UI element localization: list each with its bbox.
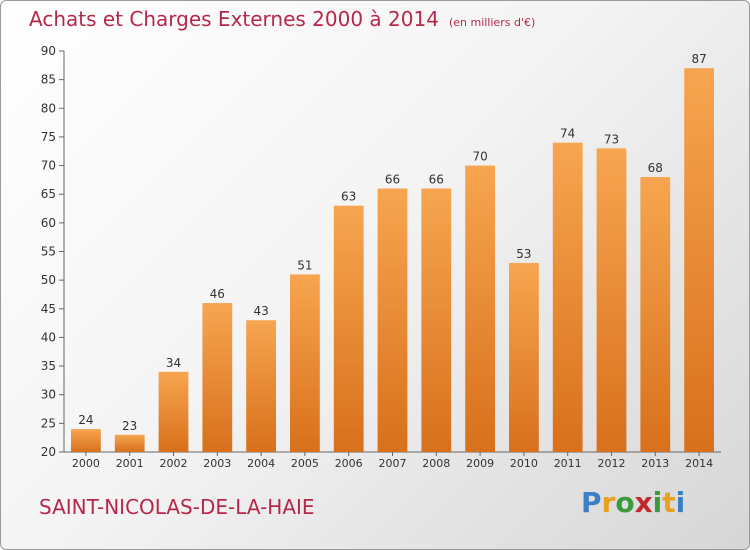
y-tick-label: 20 xyxy=(41,445,56,459)
x-tick-label-2012: 2012 xyxy=(598,457,626,470)
x-tick-label-2007: 2007 xyxy=(379,457,407,470)
bar-2010 xyxy=(509,262,539,452)
x-axis: 2000 2001 2002 2003 2004 2005 2006 2007 2008 2009… xyxy=(64,451,721,470)
x-tick-label-2013: 2013 xyxy=(641,457,669,470)
bar-2002 xyxy=(158,371,189,452)
x-tick-label-2000: 2000 xyxy=(72,457,100,470)
y-tick-label: 70 xyxy=(41,159,56,173)
value-label-2002: 34 xyxy=(166,356,181,370)
x-tick-label-2014: 2014 xyxy=(685,457,713,470)
bar-2001 xyxy=(114,434,145,452)
bar-2014 xyxy=(684,68,714,452)
proxiti-letter: x xyxy=(634,486,653,519)
bar-2007 xyxy=(377,188,408,452)
value-label-2012: 73 xyxy=(604,132,619,146)
value-label-2014: 87 xyxy=(691,52,706,66)
y-tick-label: 85 xyxy=(41,73,56,87)
bar-2009 xyxy=(465,165,495,453)
value-label-2001: 23 xyxy=(122,419,137,433)
y-tick-label: 35 xyxy=(41,359,56,373)
value-label-2003: 46 xyxy=(210,287,225,301)
proxiti-letter: o xyxy=(615,486,635,519)
x-tick-label-2006: 2006 xyxy=(335,457,363,470)
chart-title-text: Achats et Charges Externes 2000 à 2014 xyxy=(29,7,439,31)
y-tick-label: 25 xyxy=(41,416,56,430)
y-tick-label: 50 xyxy=(41,273,56,287)
y-tick-label: 75 xyxy=(41,130,56,144)
x-tick-label-2011: 2011 xyxy=(554,457,582,470)
bar-2003 xyxy=(202,303,233,452)
bar-2006 xyxy=(333,205,364,452)
x-tick-label-2003: 2003 xyxy=(203,457,231,470)
y-tick-label: 90 xyxy=(41,44,56,58)
proxiti-letter: r xyxy=(601,486,616,519)
bar-2004 xyxy=(246,320,276,452)
x-tick-label-2001: 2001 xyxy=(116,457,144,470)
value-label-2006: 63 xyxy=(341,190,356,204)
value-label-2000: 24 xyxy=(78,413,93,427)
location-name: SAINT-NICOLAS-DE-LA-HAIE xyxy=(39,495,315,519)
y-tick-label: 55 xyxy=(41,245,56,259)
y-tick-label: 65 xyxy=(41,187,56,201)
y-tick-label: 60 xyxy=(41,216,56,230)
chart-subtitle: (en milliers d'€) xyxy=(448,16,536,29)
proxiti-logo: Proxiti xyxy=(581,486,685,519)
bar-2005 xyxy=(290,274,320,452)
value-label-2011: 74 xyxy=(560,127,575,141)
x-tick-label-2010: 2010 xyxy=(510,457,538,470)
bar-2013 xyxy=(640,177,671,452)
x-tick-label-2009: 2009 xyxy=(466,457,494,470)
y-tick-label: 80 xyxy=(41,101,56,115)
bars xyxy=(71,68,714,453)
bar-2008 xyxy=(421,188,452,452)
chart-title: Achats et Charges Externes 2000 à 2014 (e… xyxy=(29,7,535,31)
value-label-2004: 43 xyxy=(253,304,268,318)
bar-2000 xyxy=(71,429,101,452)
x-tick-label-2008: 2008 xyxy=(422,457,450,470)
x-tick-label-2005: 2005 xyxy=(291,457,319,470)
value-labels: 24 23 34 46 43 51 63 66 66 70 53 74 73 68 87 xyxy=(78,52,706,433)
bar-2011 xyxy=(552,142,583,452)
y-axis: 20 25 30 35 40 45 50 55 60 65 70 75 80 85 90 xyxy=(41,44,65,459)
x-tick-label-2002: 2002 xyxy=(160,457,188,470)
value-label-2005: 51 xyxy=(297,258,312,272)
x-tick-label-2004: 2004 xyxy=(247,457,275,470)
y-tick-label: 45 xyxy=(41,302,56,316)
value-label-2008: 66 xyxy=(429,172,444,186)
proxiti-letter: t xyxy=(662,486,676,519)
value-label-2013: 68 xyxy=(648,161,663,175)
value-label-2007: 66 xyxy=(385,172,400,186)
proxiti-letter: P xyxy=(581,486,602,519)
proxiti-letter: i xyxy=(652,486,663,519)
bar-2012 xyxy=(596,148,627,452)
y-tick-label: 40 xyxy=(41,330,56,344)
proxiti-letter: i xyxy=(675,486,686,519)
y-tick-label: 30 xyxy=(41,388,56,402)
value-label-2010: 53 xyxy=(516,247,531,261)
value-label-2009: 70 xyxy=(472,150,487,164)
